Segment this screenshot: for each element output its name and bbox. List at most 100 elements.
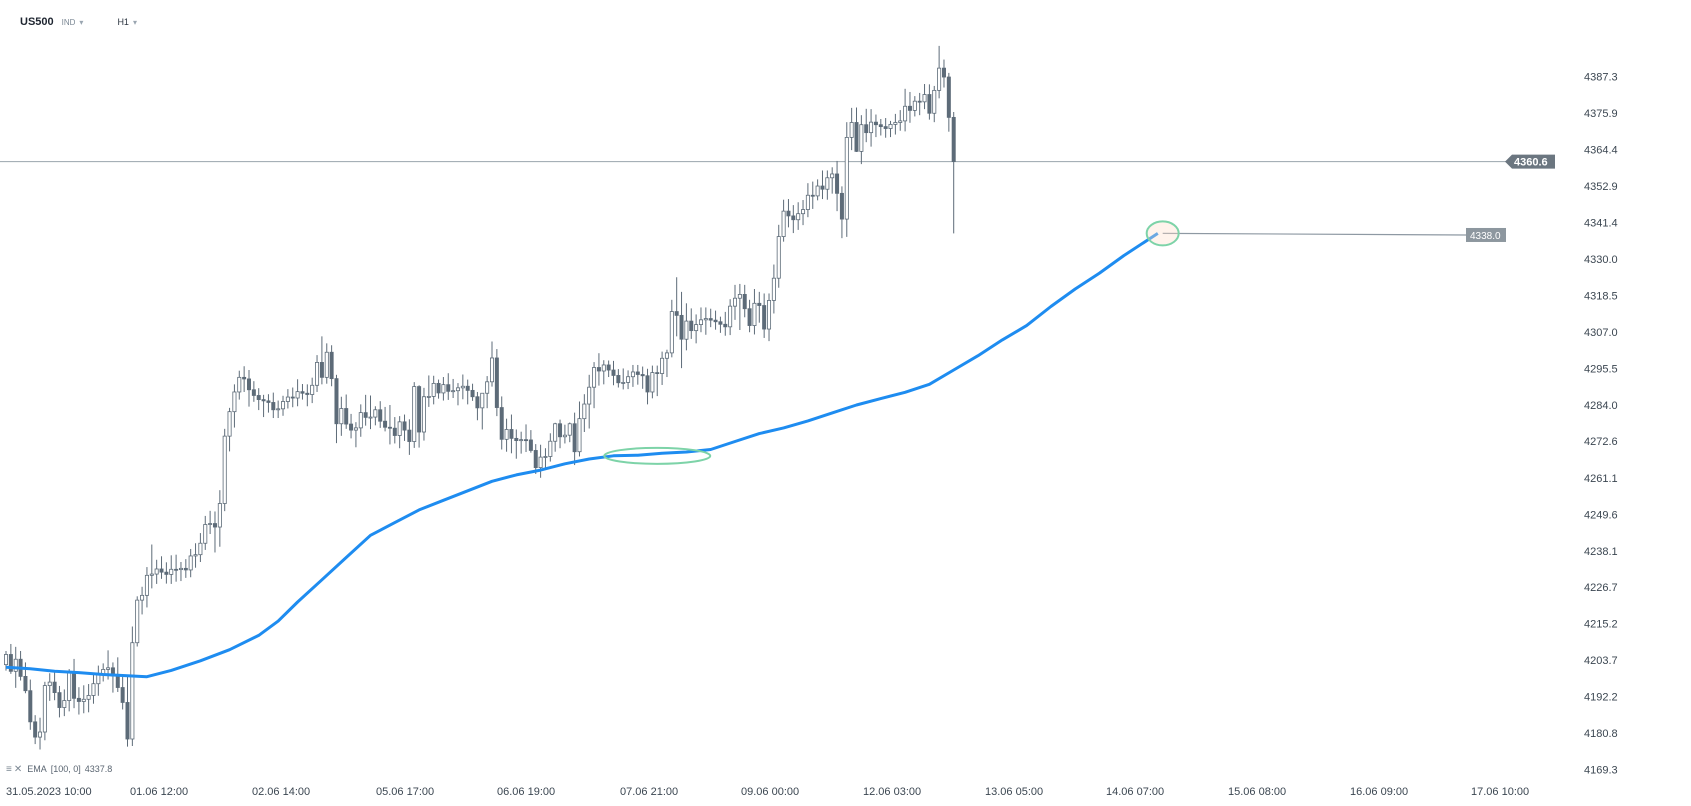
candles <box>4 45 956 750</box>
candle-body <box>820 185 825 190</box>
candle-body <box>893 122 898 125</box>
candle <box>149 544 154 589</box>
candle-body <box>149 573 154 576</box>
candle <box>188 548 193 578</box>
candle <box>164 562 169 584</box>
candle <box>441 377 446 401</box>
candle <box>455 383 460 406</box>
candle-body <box>771 277 776 301</box>
candle <box>562 424 567 444</box>
close-icon[interactable]: ✕ <box>13 763 23 775</box>
candle <box>703 307 708 335</box>
candle-body <box>183 567 188 571</box>
candle <box>519 431 524 454</box>
timeframe-selector[interactable]: H1 <box>117 17 129 27</box>
candle <box>319 336 324 385</box>
candle-body <box>455 387 460 392</box>
indicator-legend: ≡ ✕ EMA [100, 0] 4337.8 <box>6 763 112 775</box>
current-price-tag <box>1505 154 1555 169</box>
chevron-down-icon[interactable]: ▾ <box>132 17 137 27</box>
candle <box>174 554 179 582</box>
candle <box>630 364 635 387</box>
candle-body <box>679 314 684 340</box>
candle-body <box>553 423 558 442</box>
candle <box>888 120 893 138</box>
candle <box>446 373 451 400</box>
candle <box>242 366 247 392</box>
candle <box>820 170 825 200</box>
candle <box>553 422 558 452</box>
candle-body <box>465 385 470 391</box>
candle-body <box>57 692 62 708</box>
time-tick-label: 06.06 19:00 <box>497 786 555 798</box>
price-tick-label: 4341.4 <box>1584 218 1618 230</box>
candle <box>324 343 329 384</box>
candle <box>378 401 383 428</box>
candle <box>606 360 611 378</box>
candle <box>689 308 694 339</box>
price-tick-label: 4169.3 <box>1584 765 1618 777</box>
candle <box>8 643 13 674</box>
candle <box>373 406 378 426</box>
candle <box>941 59 946 88</box>
candle-body <box>295 391 300 399</box>
candle <box>825 170 830 200</box>
candle-body <box>932 89 937 114</box>
chart-header: US500 IND ▾ H1 ▾ <box>20 14 137 30</box>
candle <box>664 349 669 378</box>
candle-body <box>130 642 135 740</box>
candle-body <box>485 381 490 394</box>
candle-body <box>669 311 674 354</box>
candle <box>801 200 806 226</box>
ema-ray-line[interactable] <box>1162 232 1467 236</box>
candle-body <box>815 185 820 197</box>
candle-body <box>261 399 266 402</box>
candle-body <box>174 568 179 571</box>
price-tick-label: 4352.9 <box>1584 181 1618 193</box>
candle <box>110 662 115 693</box>
candle-body <box>543 456 548 458</box>
candle <box>198 533 203 562</box>
candle <box>256 388 261 411</box>
candle-body <box>509 429 514 439</box>
candle <box>266 394 271 413</box>
price-tick-label: 4203.7 <box>1584 655 1618 667</box>
menu-icon[interactable]: ≡ <box>6 763 12 775</box>
candle <box>329 345 334 387</box>
candle-body <box>514 437 519 441</box>
candle-body <box>91 683 96 696</box>
candle <box>898 110 903 131</box>
time-tick-label: 02.06 14:00 <box>252 786 310 798</box>
candle-body <box>86 695 91 700</box>
candle <box>718 316 723 333</box>
price-tick-label: 4330.0 <box>1584 254 1618 266</box>
candle <box>543 448 548 470</box>
annotations[interactable] <box>603 220 1180 465</box>
candle-body <box>869 121 874 134</box>
candle <box>805 183 810 218</box>
candle <box>217 490 222 547</box>
candle <box>67 669 72 712</box>
candle <box>864 108 869 143</box>
candle-body <box>38 731 43 738</box>
candle <box>883 118 888 138</box>
candle-body <box>251 389 256 396</box>
candle-body <box>533 450 538 469</box>
candle-body <box>232 391 237 413</box>
candle-body <box>441 384 446 394</box>
candle <box>392 417 397 444</box>
candle <box>125 677 130 747</box>
candle-body <box>397 421 402 436</box>
candle <box>752 289 757 335</box>
candle <box>402 414 407 441</box>
candle <box>159 556 164 579</box>
candle-body <box>786 210 791 217</box>
candle-body <box>28 690 33 723</box>
chevron-down-icon[interactable]: ▾ <box>79 17 84 27</box>
symbol-name[interactable]: US500 <box>20 16 54 28</box>
candle <box>28 679 33 730</box>
candle <box>859 115 864 165</box>
candle-body <box>499 407 504 440</box>
